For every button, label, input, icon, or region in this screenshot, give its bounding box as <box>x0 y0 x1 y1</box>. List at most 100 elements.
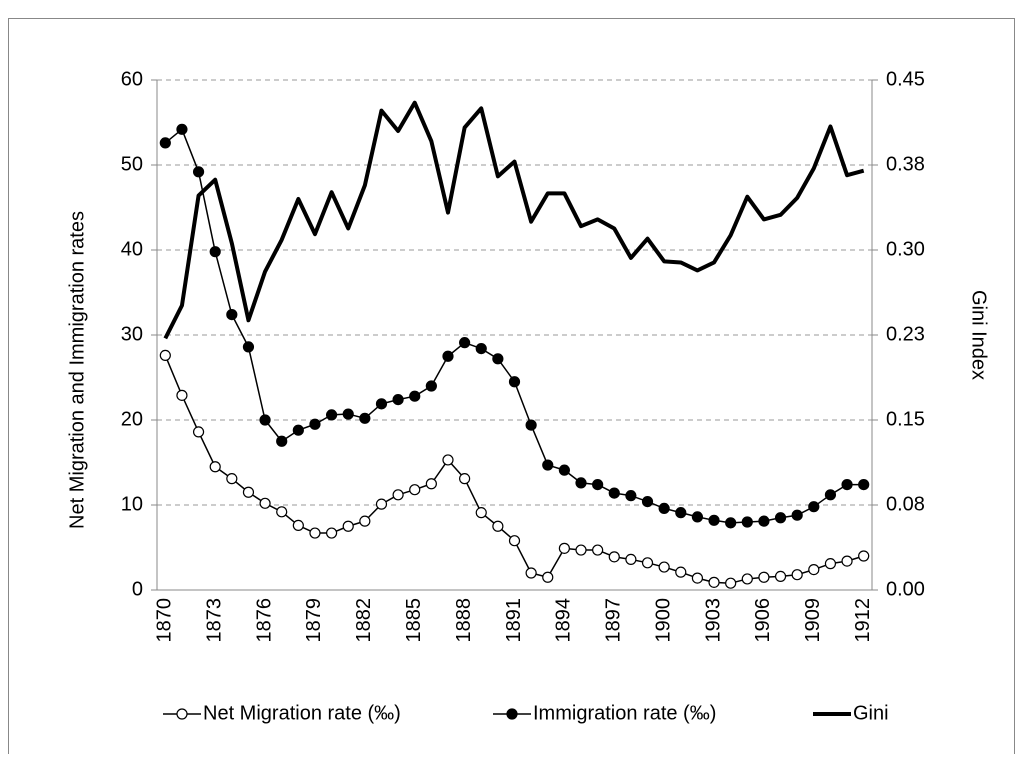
marker <box>625 553 637 566</box>
y-tick-label: 60 <box>121 68 143 90</box>
x-tick-label: 1897 <box>603 598 625 643</box>
marker <box>675 507 687 519</box>
marker <box>325 409 338 421</box>
x-tick-label: 1879 <box>303 598 325 643</box>
marker <box>359 515 371 527</box>
legend-label: Net Migration rate (‰) <box>203 702 401 724</box>
x-tick-label: 1894 <box>553 598 575 643</box>
marker <box>542 571 554 583</box>
y-tick-label: 40 <box>121 238 143 260</box>
y2-tick-label: 0.45 <box>886 68 925 90</box>
y-tick-label: 10 <box>121 493 143 515</box>
x-tick-label: 1906 <box>752 598 774 643</box>
marker <box>292 519 304 532</box>
x-tick-label: 1882 <box>353 598 375 643</box>
marker <box>309 418 321 430</box>
marker <box>259 414 271 426</box>
marker <box>209 246 221 258</box>
marker <box>508 535 521 547</box>
marker <box>309 527 321 539</box>
marker <box>209 461 221 473</box>
marker <box>392 489 404 501</box>
marker <box>841 479 853 491</box>
marker <box>409 390 421 402</box>
x-tick-label: 1885 <box>403 598 425 643</box>
x-tick-label: 1909 <box>802 598 824 643</box>
marker <box>741 573 753 585</box>
series-line <box>163 100 865 340</box>
marker <box>725 517 737 529</box>
y2-axis-label: Gini Index <box>968 290 990 380</box>
marker <box>392 394 404 406</box>
marker <box>242 486 255 498</box>
marker <box>725 577 737 589</box>
y2-tick-label: 0.08 <box>886 493 925 515</box>
marker <box>525 567 537 579</box>
y2-tick-label: 0.00 <box>886 578 925 600</box>
marker <box>176 123 188 135</box>
marker <box>159 349 171 361</box>
marker <box>276 506 288 518</box>
legend-label: Gini <box>853 702 889 724</box>
x-tick-label: 1900 <box>652 598 674 643</box>
marker <box>774 512 787 524</box>
marker <box>475 507 487 519</box>
y-axis-label: Net Migration and Immigration rates <box>66 211 88 529</box>
marker <box>375 498 388 510</box>
marker <box>658 561 670 573</box>
marker <box>758 571 770 583</box>
marker <box>858 479 870 491</box>
marker <box>342 408 354 420</box>
marker <box>475 343 487 355</box>
marker <box>658 502 670 514</box>
marker <box>774 570 787 583</box>
x-tick-label: 1888 <box>453 598 475 643</box>
y2-tick-label: 0.38 <box>886 153 925 175</box>
y2-tick-label: 0.23 <box>886 323 925 345</box>
marker <box>442 350 454 362</box>
x-tick-label: 1873 <box>203 598 225 643</box>
marker <box>558 464 570 476</box>
marker <box>276 435 288 447</box>
marker <box>525 419 537 431</box>
marker <box>641 557 654 569</box>
marker <box>359 412 371 424</box>
marker <box>841 555 853 567</box>
marker <box>492 520 504 532</box>
y-tick-label: 0 <box>132 578 143 600</box>
chart-frame <box>8 18 1015 759</box>
legend-marker <box>506 708 518 720</box>
marker <box>292 424 304 436</box>
marker <box>592 544 604 556</box>
x-tick-label: 1891 <box>503 598 525 643</box>
marker <box>242 341 255 353</box>
marker <box>808 501 820 513</box>
marker <box>159 137 171 149</box>
y2-tick-label: 0.30 <box>886 238 925 260</box>
marker <box>459 473 471 485</box>
marker <box>492 353 504 365</box>
marker <box>592 479 604 491</box>
x-tick-label: 1876 <box>253 598 275 643</box>
marker <box>791 509 803 521</box>
marker <box>858 550 870 562</box>
marker <box>425 478 437 490</box>
x-tick-label: 1903 <box>702 598 724 643</box>
x-tick-label: 1870 <box>154 598 176 643</box>
marker <box>375 398 388 410</box>
marker <box>575 477 587 489</box>
marker <box>176 389 188 401</box>
marker <box>708 576 720 588</box>
marker <box>758 515 770 527</box>
marker <box>824 489 837 501</box>
y-tick-label: 30 <box>121 323 143 345</box>
marker <box>459 337 471 349</box>
legend-marker <box>176 708 188 720</box>
marker <box>641 496 654 508</box>
marker <box>442 454 454 466</box>
marker <box>192 166 205 178</box>
marker <box>608 551 620 563</box>
legend-label: Immigration rate (‰) <box>533 702 716 724</box>
marker <box>542 459 554 471</box>
